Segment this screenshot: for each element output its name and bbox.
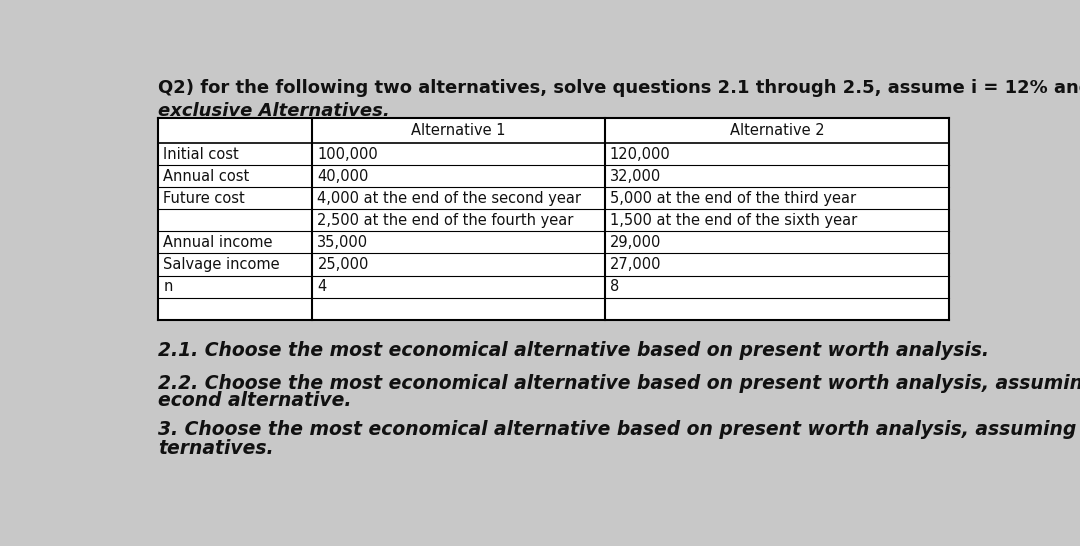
Text: exclusive Alternatives.: exclusive Alternatives. <box>159 102 390 120</box>
FancyBboxPatch shape <box>159 118 948 319</box>
Text: ternatives.: ternatives. <box>159 439 274 458</box>
Text: 100,000: 100,000 <box>318 147 378 162</box>
Text: Annual cost: Annual cost <box>163 169 249 184</box>
Text: Annual income: Annual income <box>163 235 273 250</box>
Text: Initial cost: Initial cost <box>163 147 239 162</box>
Text: 3. Choose the most economical alternative based on present worth analysis, assum: 3. Choose the most economical alternativ… <box>159 420 1080 439</box>
Text: 2.2. Choose the most economical alternative based on present worth analysis, ass: 2.2. Choose the most economical alternat… <box>159 373 1080 393</box>
Text: Salvage income: Salvage income <box>163 257 280 272</box>
Text: 4,000 at the end of the second year: 4,000 at the end of the second year <box>318 191 581 206</box>
Text: 120,000: 120,000 <box>610 147 671 162</box>
Text: 2.1. Choose the most economical alternative based on present worth analysis.: 2.1. Choose the most economical alternat… <box>159 341 989 360</box>
Text: Future cost: Future cost <box>163 191 245 206</box>
Text: 32,000: 32,000 <box>610 169 661 184</box>
Text: 2,500 at the end of the fourth year: 2,500 at the end of the fourth year <box>318 213 573 228</box>
Text: 8: 8 <box>610 279 619 294</box>
Text: 1,500 at the end of the sixth year: 1,500 at the end of the sixth year <box>610 213 858 228</box>
Text: 35,000: 35,000 <box>318 235 368 250</box>
Text: 27,000: 27,000 <box>610 257 661 272</box>
Text: 40,000: 40,000 <box>318 169 368 184</box>
Text: Alternative 2: Alternative 2 <box>729 123 824 138</box>
Text: 5,000 at the end of the third year: 5,000 at the end of the third year <box>610 191 856 206</box>
Text: Alternative 1: Alternative 1 <box>411 123 505 138</box>
Text: econd alternative.: econd alternative. <box>159 391 352 410</box>
Text: 25,000: 25,000 <box>318 257 368 272</box>
Text: 4: 4 <box>318 279 326 294</box>
Text: Q2) for the following two alternatives, solve questions 2.1 through 2.5, assume : Q2) for the following two alternatives, … <box>159 79 1080 97</box>
Text: n: n <box>163 279 173 294</box>
Text: 29,000: 29,000 <box>610 235 661 250</box>
